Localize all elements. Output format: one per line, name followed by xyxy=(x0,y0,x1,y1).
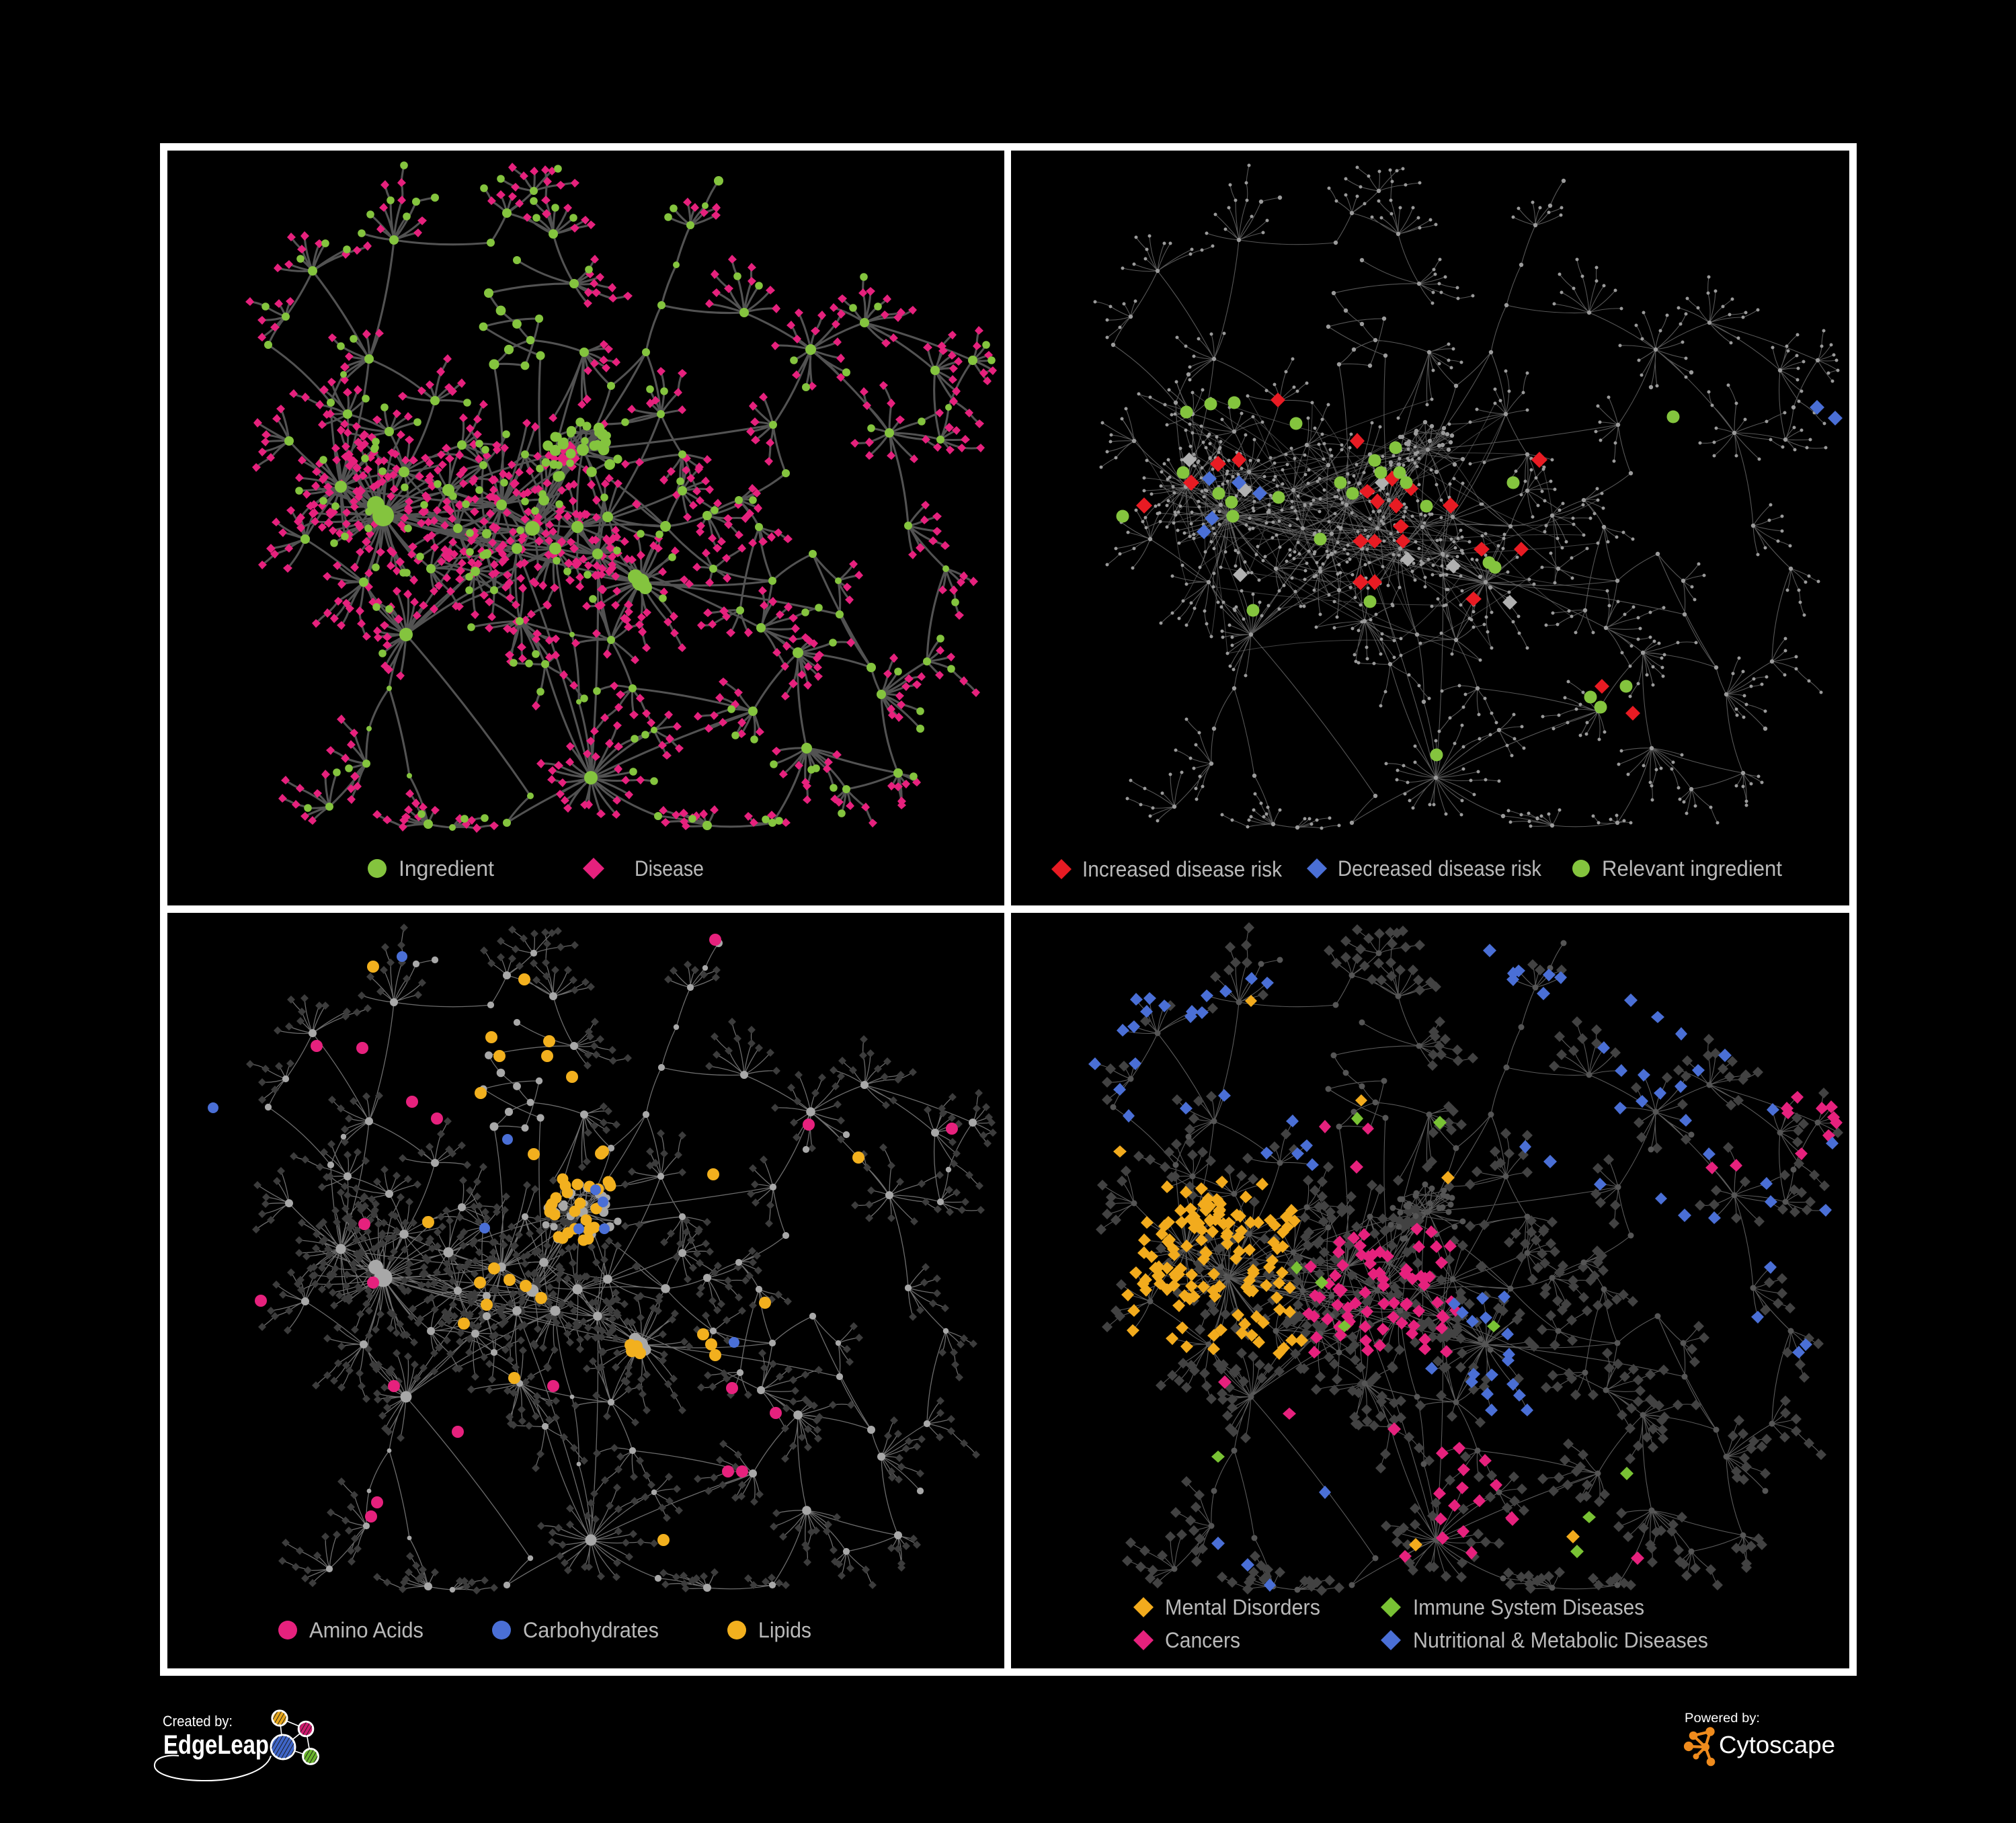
svg-text:Amino Acids: Amino Acids xyxy=(309,1618,424,1642)
svg-text:Carbohydrates: Carbohydrates xyxy=(523,1618,659,1642)
svg-text:Created by:: Created by: xyxy=(163,1713,233,1730)
svg-text:Cancers: Cancers xyxy=(1165,1628,1240,1652)
svg-text:EdgeLeap: EdgeLeap xyxy=(163,1730,269,1760)
svg-text:Cytoscape: Cytoscape xyxy=(1719,1731,1835,1758)
svg-text:Powered by:: Powered by: xyxy=(1685,1711,1760,1726)
svg-text:Immune System Diseases: Immune System Diseases xyxy=(1413,1595,1644,1619)
svg-text:Relevant ingredient: Relevant ingredient xyxy=(1602,856,1782,881)
svg-text:Increased disease risk: Increased disease risk xyxy=(1082,857,1283,881)
svg-text:Mental Disorders: Mental Disorders xyxy=(1165,1595,1320,1619)
svg-text:Decreased disease risk: Decreased disease risk xyxy=(1338,856,1542,881)
svg-text:Nutritional & Metabolic Diseas: Nutritional & Metabolic Diseases xyxy=(1413,1628,1708,1652)
svg-text:Disease: Disease xyxy=(635,856,704,881)
svg-text:Lipids: Lipids xyxy=(758,1618,811,1642)
svg-text:Ingredient: Ingredient xyxy=(399,856,494,881)
